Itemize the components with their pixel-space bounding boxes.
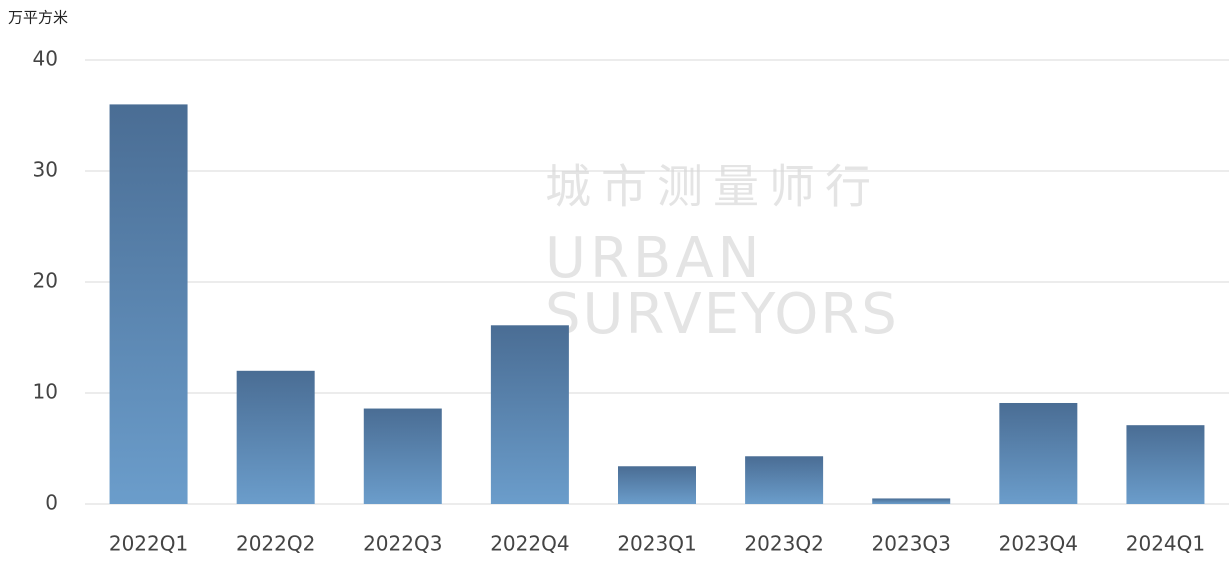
bar [745,456,824,504]
x-tick-label: 2023Q3 [872,532,951,556]
y-tick-label: 10 [33,380,58,404]
watermark-text: URBAN [545,226,764,291]
bar [363,408,442,504]
x-tick-label: 2023Q4 [999,532,1078,556]
y-tick-label: 0 [45,491,58,515]
y-tick-label: 20 [33,269,58,293]
bar [490,325,569,504]
x-tick-label: 2024Q1 [1126,532,1205,556]
watermark-text: SURVEYORS [545,282,899,347]
bar [999,402,1078,504]
bar [872,498,951,504]
bar [236,370,315,504]
x-tick-label: 2022Q2 [236,532,315,556]
bar [618,466,696,504]
bar [109,104,188,505]
x-tick-label: 2023Q1 [617,532,696,556]
y-tick-label: 30 [33,158,58,182]
watermark-text: 城市测量师行 [545,160,881,214]
y-tick-label: 40 [33,47,58,71]
bar [1126,425,1205,504]
x-tick-label: 2022Q1 [109,532,188,556]
x-tick-label: 2023Q2 [744,532,823,556]
x-tick-label: 2022Q3 [363,532,442,556]
y-axis-unit: 万平方米 [8,9,68,27]
watermark: 城市测量师行 URBAN SURVEYORS [545,160,899,348]
x-tick-label: 2022Q4 [490,532,569,556]
